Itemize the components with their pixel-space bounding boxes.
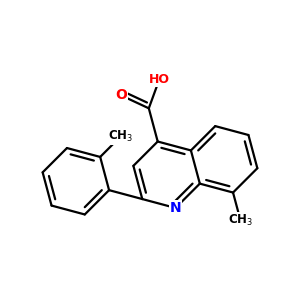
- Text: CH$_3$: CH$_3$: [228, 213, 253, 228]
- Text: HO: HO: [149, 73, 170, 86]
- Text: CH$_3$: CH$_3$: [108, 129, 134, 144]
- Text: N: N: [170, 201, 181, 215]
- Text: O: O: [115, 88, 127, 102]
